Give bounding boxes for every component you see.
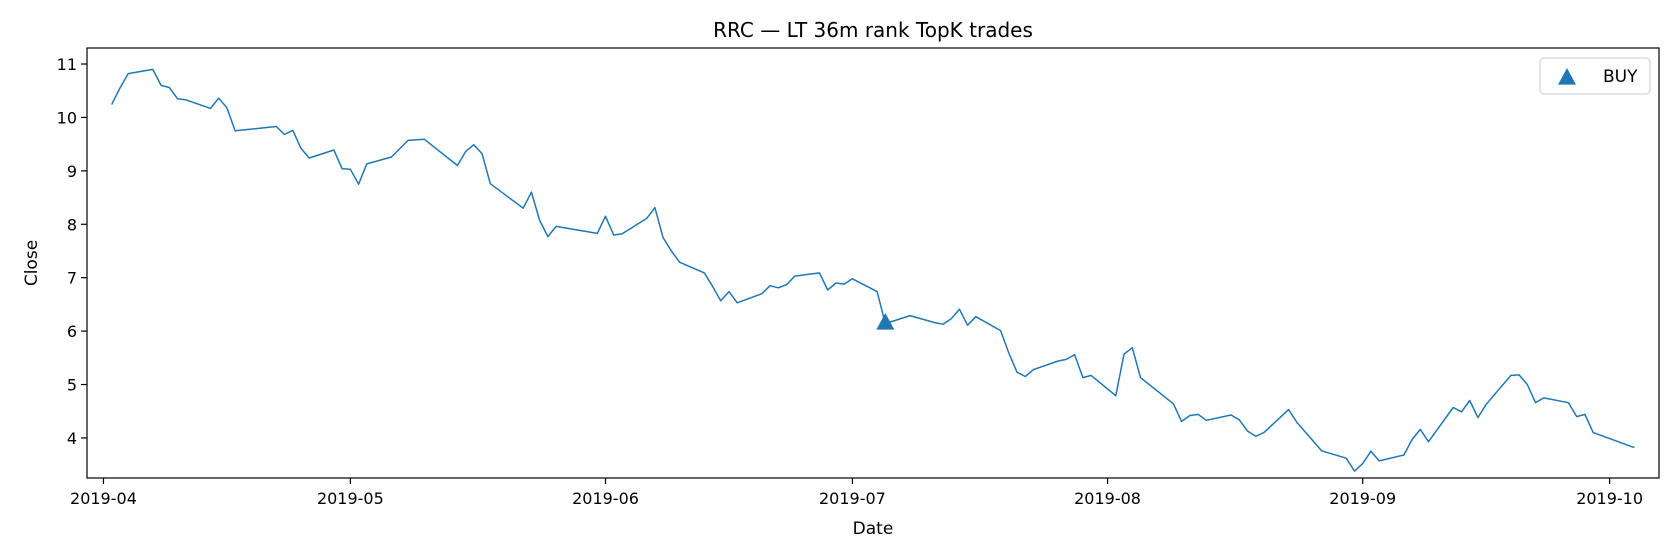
- y-tick-label: 8: [67, 215, 77, 234]
- close-price-line: [111, 68, 1635, 472]
- y-tick-label: 10: [57, 108, 77, 127]
- y-axis-label: Close: [22, 240, 42, 286]
- x-tick-label: 2019-08: [1074, 489, 1141, 508]
- x-axis-label: Date: [853, 519, 894, 539]
- buy-marker: [876, 313, 895, 330]
- legend: BUY: [1539, 57, 1651, 95]
- legend-buy-marker-icon: [1558, 68, 1576, 85]
- y-tick-label: 5: [67, 376, 77, 395]
- x-tick-label: 2019-04: [70, 489, 137, 508]
- y-tick-label: 7: [67, 269, 77, 288]
- x-tick-label: 2019-06: [572, 489, 639, 508]
- y-tick-label: 9: [67, 162, 77, 181]
- legend-box: [1539, 57, 1651, 95]
- x-axis-ticks: 2019-04 2019-05 2019-06 2019-07 2019-08 2019-…: [70, 478, 1643, 508]
- x-tick-label: 2019-09: [1329, 489, 1396, 508]
- plot-frame: [86, 47, 1660, 479]
- x-tick-label: 2019-10: [1576, 489, 1643, 508]
- chart-title: RRC — LT 36m rank TopK trades: [713, 18, 1033, 42]
- y-tick-label: 11: [57, 55, 77, 74]
- legend-buy-label: BUY: [1603, 67, 1638, 87]
- y-axis-ticks: 4 5 6 7 8 9 10 11: [57, 55, 87, 448]
- y-tick-label: 4: [67, 429, 77, 448]
- trade-markers: [876, 313, 895, 330]
- y-tick-label: 6: [67, 322, 77, 341]
- x-tick-label: 2019-07: [819, 489, 886, 508]
- x-tick-label: 2019-05: [317, 489, 384, 508]
